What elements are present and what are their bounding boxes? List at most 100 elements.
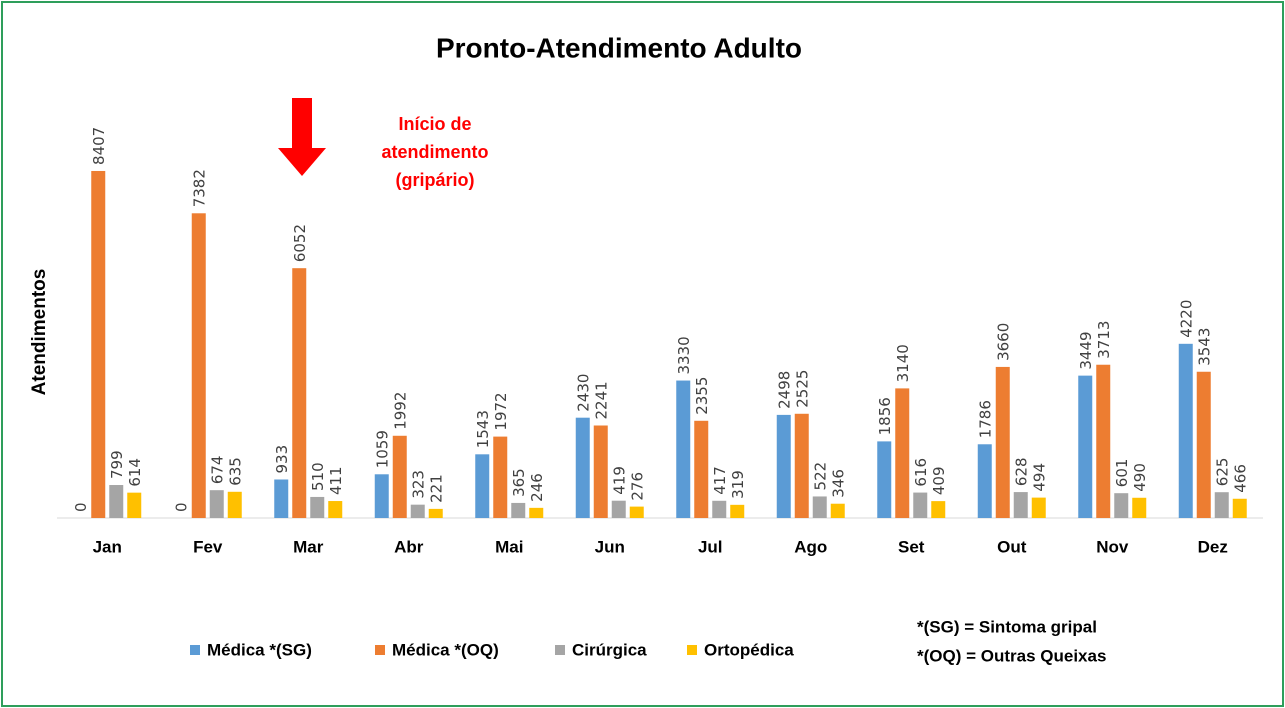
bar [1132,497,1147,518]
annotation-line: Início de [398,114,471,134]
data-label: 1992 [391,392,409,430]
annotation: Início de atendimento (gripário) [381,114,488,190]
bar [1196,371,1211,518]
data-label: 494 [1030,463,1048,492]
data-label: 2430 [574,374,592,412]
bar [493,436,508,518]
legend-swatch [190,645,200,655]
data-label: 799 [108,450,126,479]
bar [209,490,224,518]
legend-label: Médica *(SG) [207,640,312,659]
arrow [278,98,326,176]
bar [895,388,910,518]
bar [1178,343,1193,518]
data-label: 628 [1012,457,1030,486]
data-label: 346 [829,469,847,498]
x-tick-label: Out [997,537,1027,556]
x-tick-label: Nov [1096,537,1129,556]
bar [1078,375,1093,518]
data-label: 466 [1231,464,1249,493]
bar [91,170,106,518]
note: *(SG) = Sintoma gripal [917,617,1097,636]
x-tick-label: Abr [394,537,424,556]
data-label: 365 [510,468,528,497]
bar [392,435,407,518]
data-label: 522 [811,462,829,491]
bar [227,491,242,518]
bar [310,496,325,518]
bar [931,501,946,518]
data-label: 0 [172,502,190,512]
data-label: 221 [427,474,445,503]
bar [374,474,389,518]
bar [913,492,928,518]
data-label: 246 [528,473,546,502]
data-label: 1786 [976,400,994,438]
x-tick-label: Set [898,537,925,556]
bar [712,500,727,518]
bar [995,366,1010,518]
data-label: 4220 [1177,300,1195,338]
bar [1232,498,1247,518]
data-label: 7382 [190,169,208,207]
data-label: 3449 [1077,331,1095,369]
bar [830,503,845,518]
data-label: 1059 [373,430,391,468]
data-label: 1543 [474,410,492,448]
data-label: 614 [126,458,144,487]
annotation-line: atendimento [381,142,488,162]
data-label: 319 [729,470,747,499]
data-label: 3713 [1095,321,1113,359]
data-label: 490 [1131,463,1149,492]
bar [274,479,289,518]
x-tick-label: Jun [595,537,625,556]
legend-label: Médica *(OQ) [392,640,499,659]
data-label: 3660 [994,323,1012,361]
bar [127,492,142,518]
legend-swatch [555,645,565,655]
bar [776,414,791,518]
data-label: 510 [309,462,327,491]
data-label: 419 [610,466,628,495]
data-label: 276 [628,472,646,501]
bar [593,425,608,518]
data-label: 2498 [775,371,793,409]
bar [977,444,992,518]
data-label: 409 [930,466,948,495]
x-tick-label: Mai [495,537,523,556]
bar [328,501,343,518]
legend-swatch [687,645,697,655]
data-label: 674 [208,456,226,485]
bar [794,413,809,518]
data-label: 1856 [876,397,894,435]
x-tick-label: Mar [293,537,324,556]
bar [1214,492,1229,518]
bar [694,420,709,518]
data-label: 3330 [675,336,693,374]
bar [1096,364,1111,518]
bar [529,507,544,518]
note: *(OQ) = Outras Queixas [917,646,1106,665]
bar [410,504,425,518]
bar [575,417,590,518]
chart-title: Pronto-Atendimento Adulto [436,32,802,63]
data-label: 8407 [90,127,108,165]
data-label: 417 [711,466,729,495]
bar [191,213,206,518]
data-label: 3140 [894,344,912,382]
legend-label: Cirúrgica [572,640,647,659]
data-label: 1972 [492,392,510,430]
bar [877,441,892,518]
bar [629,506,644,518]
bar [611,500,626,518]
data-label: 6052 [291,224,309,262]
y-axis-label: Atendimentos [29,269,50,396]
bar [812,496,827,518]
data-label: 3543 [1195,328,1213,366]
legend-label: Ortopédica [704,640,794,659]
x-tick-label: Jul [698,537,723,556]
data-label: 601 [1113,459,1131,488]
bar [292,268,307,518]
data-label: 2355 [693,377,711,415]
